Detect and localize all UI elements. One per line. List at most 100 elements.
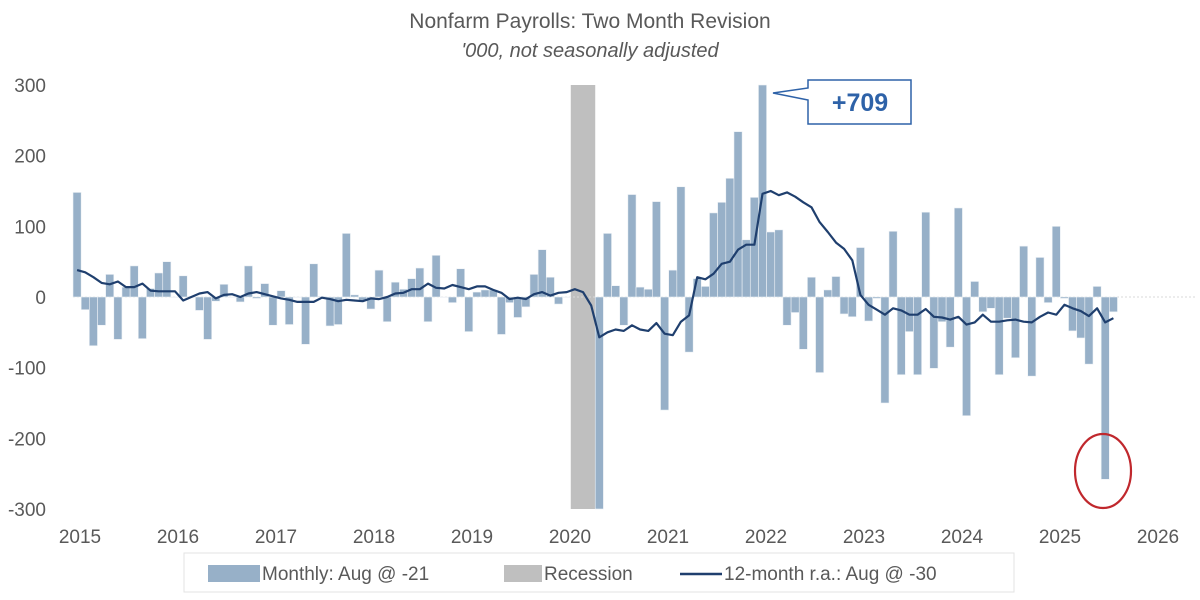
y-tick-label: 200 xyxy=(14,147,46,168)
bar-monthly xyxy=(945,296,955,348)
bar-monthly xyxy=(1002,296,1012,319)
x-tick-label: 2015 xyxy=(59,527,101,548)
bar-monthly xyxy=(72,192,82,298)
x-tick-label: 2020 xyxy=(549,527,591,548)
bar-monthly xyxy=(807,276,816,298)
bar-monthly xyxy=(244,265,253,298)
bar-monthly xyxy=(439,296,449,298)
bar-monthly xyxy=(195,296,204,311)
legend-box xyxy=(183,552,1015,593)
x-tick-label: 2021 xyxy=(647,527,689,548)
x-tick-label: 2026 xyxy=(1137,527,1179,548)
bar-monthly xyxy=(603,233,612,298)
bar-monthly xyxy=(1019,245,1029,298)
bar-monthly xyxy=(113,296,123,340)
legend-swatch-recession xyxy=(504,565,542,582)
bar-monthly xyxy=(864,296,873,322)
bar-monthly xyxy=(129,265,139,298)
bar-monthly xyxy=(333,296,343,325)
bar-monthly xyxy=(1076,296,1086,339)
bar-monthly xyxy=(374,269,384,298)
line-12-month-ra xyxy=(76,189,1114,339)
bar-monthly xyxy=(89,296,98,347)
bar-monthly xyxy=(929,296,939,369)
bar-monthly xyxy=(839,296,849,315)
bar-monthly xyxy=(962,296,971,417)
bar-monthly xyxy=(219,283,229,298)
bar-monthly xyxy=(1051,226,1061,298)
bar-monthly xyxy=(880,296,890,404)
bar-monthly xyxy=(725,177,735,298)
bar-monthly xyxy=(1092,286,1102,298)
bar-monthly xyxy=(676,186,686,298)
bar-monthly xyxy=(252,296,261,299)
bar-monthly xyxy=(407,278,417,298)
bar-monthly xyxy=(203,296,213,340)
bar-monthly xyxy=(594,296,604,510)
bar-monthly xyxy=(170,296,180,298)
bar-monthly xyxy=(293,296,302,298)
bar-monthly xyxy=(717,202,727,298)
bar-monthly xyxy=(790,296,800,313)
x-tick-label: 2017 xyxy=(255,527,297,548)
bar-monthly xyxy=(758,84,767,298)
bar-monthly xyxy=(480,289,490,298)
bar-monthly xyxy=(423,296,433,323)
bar-monthly xyxy=(1043,296,1053,303)
bar-monthly xyxy=(872,296,882,299)
x-tick-label: 2019 xyxy=(451,527,493,548)
bar-monthly xyxy=(268,296,278,326)
x-tick-label: 2025 xyxy=(1039,527,1081,548)
bar-monthly xyxy=(464,296,474,332)
x-tick-label: 2018 xyxy=(353,527,395,548)
bar-monthly xyxy=(545,276,555,298)
bar-monthly xyxy=(562,296,572,298)
legend: Monthly: Aug @ -21 Recession 12-month r.… xyxy=(183,552,1015,593)
bar-monthly xyxy=(178,275,188,298)
bar-monthly xyxy=(472,291,482,298)
bar-monthly xyxy=(513,296,523,318)
bar-monthly xyxy=(366,296,376,310)
bar-monthly xyxy=(921,211,931,298)
y-tick-label: 300 xyxy=(14,76,46,97)
bar-monthly xyxy=(1060,296,1069,299)
highlight-ellipse xyxy=(1073,432,1133,510)
bar-monthly xyxy=(766,231,776,298)
bar-monthly xyxy=(325,296,335,327)
y-tick-label: -300 xyxy=(8,500,46,521)
x-tick-label: 2016 xyxy=(157,527,199,548)
bar-monthly xyxy=(80,296,90,311)
bar-monthly xyxy=(643,288,653,298)
bar-monthly xyxy=(749,197,759,298)
bar-monthly xyxy=(701,286,710,298)
y-tick-label: -100 xyxy=(8,359,46,380)
bar-monthly xyxy=(537,249,547,298)
bar-monthly xyxy=(1084,296,1094,365)
bar-monthly xyxy=(733,131,743,298)
bar-monthly xyxy=(774,229,784,298)
bar-monthly xyxy=(554,296,563,305)
bar-monthly xyxy=(227,296,237,298)
bar-monthly xyxy=(978,296,988,313)
bar-monthly xyxy=(309,263,319,298)
bar-monthly xyxy=(986,296,996,309)
bar-monthly xyxy=(497,296,506,335)
annotation-callout: +709 xyxy=(772,79,912,125)
bar-monthly xyxy=(709,212,718,298)
bar-monthly xyxy=(1068,296,1077,332)
bar-monthly xyxy=(162,261,172,298)
x-tick-label: 2023 xyxy=(843,527,885,548)
x-tick-label: 2022 xyxy=(745,527,787,548)
y-tick-label: 0 xyxy=(35,288,46,309)
bar-monthly xyxy=(660,296,669,411)
y-tick-label: -200 xyxy=(8,429,46,450)
bar-monthly xyxy=(823,289,833,298)
bar-monthly xyxy=(1027,296,1037,377)
bar-monthly xyxy=(105,274,115,298)
chart-subtitle: '000, not seasonally adjusted xyxy=(461,40,719,62)
bar-monthly xyxy=(652,201,661,298)
bar-monthly xyxy=(382,296,392,323)
bar-monthly xyxy=(815,296,825,373)
